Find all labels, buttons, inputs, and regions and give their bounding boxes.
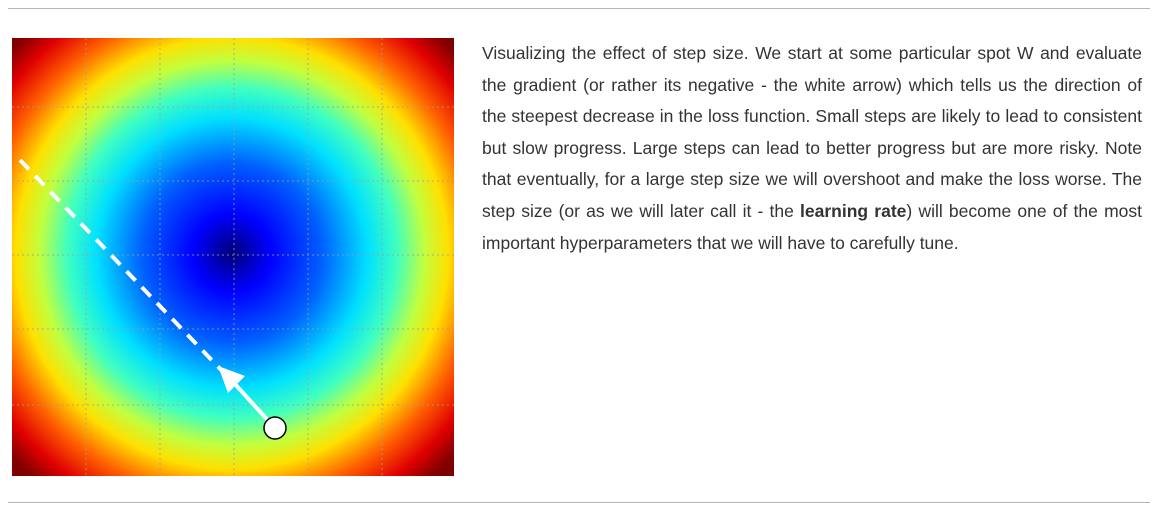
caption-bold-term: learning rate [800,200,907,221]
bottom-divider [8,502,1150,503]
loss-landscape-figure [12,38,454,476]
figure-caption: Visualizing the effect of step size. We … [482,38,1142,259]
grid-lines [12,38,454,476]
loss-landscape-svg [12,38,454,476]
caption-text-after: ) will become one of the most important … [482,200,1142,253]
gradient-arrow-head [218,366,245,393]
top-divider [8,8,1150,9]
caption-text-before: Visualizing the effect of step size. We … [482,43,1142,221]
start-point-w [263,416,287,440]
step-direction-dashed-line [18,158,228,377]
loss-heatmap [12,38,454,476]
